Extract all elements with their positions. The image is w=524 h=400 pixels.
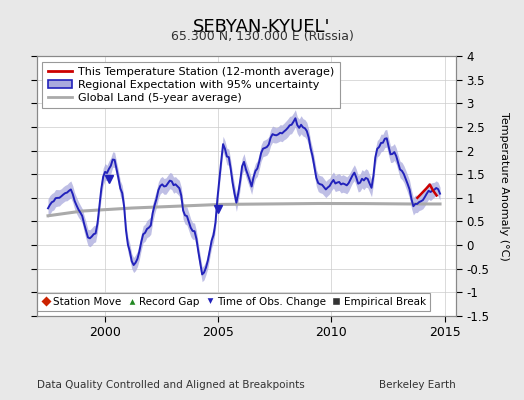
Legend: Station Move, Record Gap, Time of Obs. Change, Empirical Break: Station Move, Record Gap, Time of Obs. C… — [37, 293, 430, 311]
Text: 65.300 N, 130.000 E (Russia): 65.300 N, 130.000 E (Russia) — [171, 30, 353, 43]
Y-axis label: Temperature Anomaly (°C): Temperature Anomaly (°C) — [499, 112, 509, 260]
Text: Berkeley Earth: Berkeley Earth — [379, 380, 456, 390]
Text: SEBYAN-KYUEL': SEBYAN-KYUEL' — [193, 18, 331, 36]
Text: Data Quality Controlled and Aligned at Breakpoints: Data Quality Controlled and Aligned at B… — [37, 380, 304, 390]
